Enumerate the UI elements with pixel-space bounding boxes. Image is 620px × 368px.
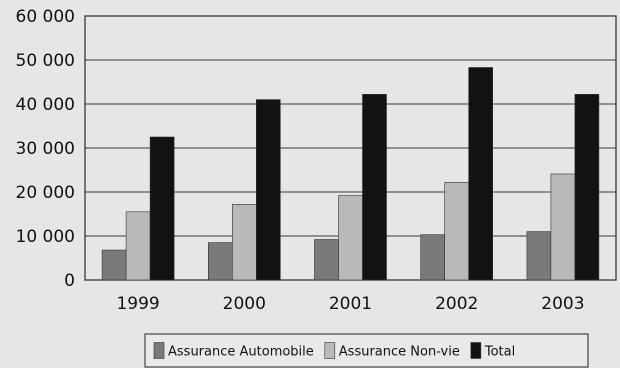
bar-total-2002 [468, 67, 494, 281]
legend-swatch-total [470, 342, 482, 359]
bar-assurance-automobile-2003 [526, 231, 552, 281]
bar-assurance-automobile-2001 [314, 239, 339, 281]
bar-assurance-automobile-2000 [208, 242, 233, 281]
y-tick-label: 50 000 [16, 51, 75, 71]
bar-assurance-non-vie-2001 [338, 195, 363, 281]
legend-swatch-assurance-automobile [153, 342, 165, 359]
bar-assurance-non-vie-2000 [232, 204, 257, 281]
y-tick-label: 40 000 [16, 95, 75, 115]
bar-assurance-non-vie-2002 [444, 182, 470, 281]
bar-total-2003 [574, 94, 600, 281]
x-tick-labels: 1999 2000 2001 2002 2003 [116, 294, 584, 314]
y-tick-label: 20 000 [16, 183, 75, 203]
x-tick-label: 2001 [329, 294, 372, 314]
bar-total-2000 [255, 99, 281, 281]
bar-assurance-non-vie-2003 [550, 173, 576, 281]
legend-swatch-assurance-non-vie [324, 342, 336, 359]
bar-total-1999 [149, 136, 175, 281]
legend-box [144, 333, 589, 368]
bars [101, 67, 600, 281]
y-tick-label: 0 [64, 271, 75, 291]
legend-label-total: Total [484, 345, 515, 360]
bar-assurance-non-vie-1999 [125, 211, 151, 281]
legend: Assurance Automobile Assurance Non-vie Tot… [144, 333, 589, 368]
x-tick-label: 2002 [435, 294, 478, 314]
x-tick-label: 1999 [116, 294, 159, 314]
y-tick-label: 10 000 [16, 227, 75, 247]
bar-assurance-automobile-2002 [420, 234, 446, 281]
y-tick-label: 60 000 [16, 7, 75, 27]
bar-assurance-automobile-1999 [101, 249, 127, 281]
x-tick-label: 2003 [541, 294, 584, 314]
y-tick-labels: 0 10 000 20 000 30 000 40 000 50 000 60 000 [16, 7, 75, 291]
x-tick-label: 2000 [223, 294, 266, 314]
bar-total-2001 [362, 94, 387, 281]
legend-label-assurance-non-vie: Assurance Non-vie [339, 345, 460, 360]
legend-label-assurance-automobile: Assurance Automobile [168, 345, 314, 360]
y-tick-label: 30 000 [16, 139, 75, 159]
